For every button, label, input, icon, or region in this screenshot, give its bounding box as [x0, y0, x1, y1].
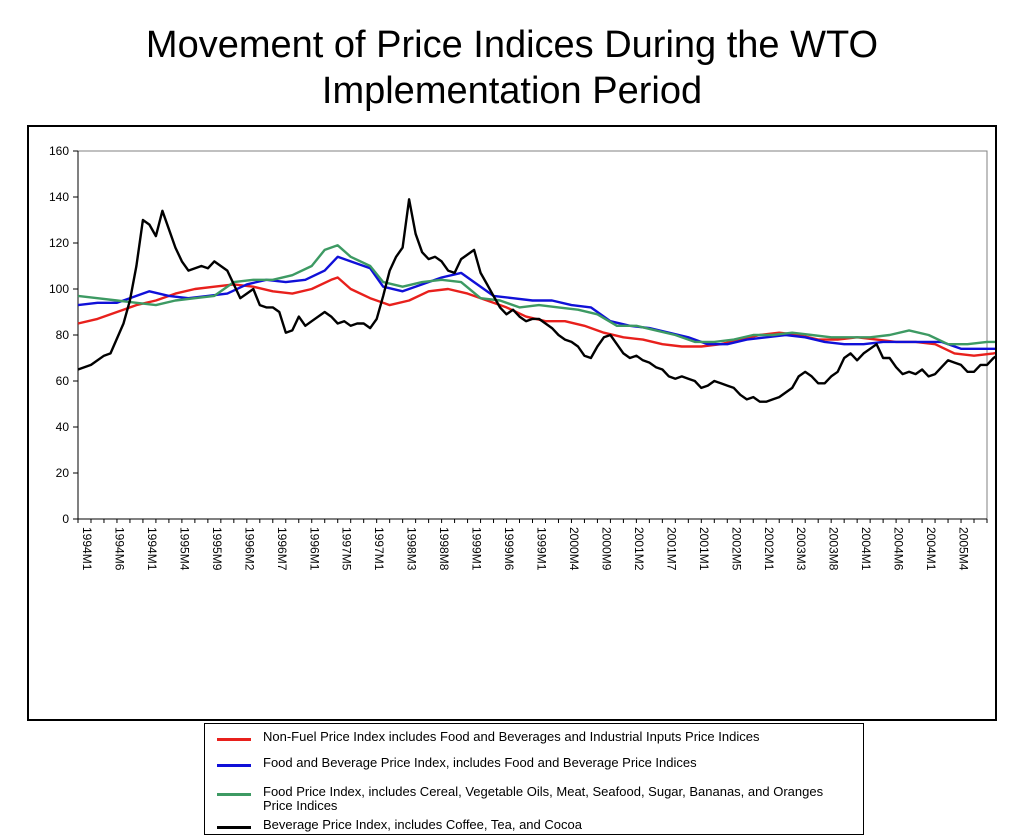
- plot-area-border: [77, 150, 988, 520]
- x-tick-label: 2000M4: [567, 527, 581, 571]
- slide-title: Movement of Price Indices During the WTO…: [0, 22, 1024, 114]
- slide-title-line-1: Movement of Price Indices During the WTO: [145, 24, 879, 66]
- x-tick-label: 1994M1: [145, 527, 159, 571]
- x-tick-label: 2004M1: [859, 527, 873, 571]
- y-tick-label: 100: [49, 282, 69, 296]
- x-tick-label: 2003M8: [827, 527, 841, 571]
- x-tick-label: 1999M6: [502, 527, 516, 571]
- legend-label: Food and Beverage Price Index, includes …: [263, 755, 697, 770]
- legend-label: Beverage Price Index, includes Coffee, T…: [263, 817, 582, 832]
- x-tick-label: 1996M2: [242, 527, 256, 571]
- x-tick-label: 1996M7: [275, 527, 289, 571]
- legend-item: Non-Fuel Price Index includes Food and B…: [205, 730, 855, 750]
- y-tick-label: 120: [49, 236, 69, 250]
- series-line-3: [77, 244, 995, 346]
- line-chart: 0 20 40 60 80 100 120 140 160 1994M1 1994M6 1994M1 1…: [49, 144, 995, 571]
- x-tick-label: 2002M5: [729, 527, 743, 571]
- x-tick-label: 1997M1: [372, 527, 386, 571]
- x-tick-label: 1998M8: [437, 527, 451, 571]
- legend-swatch: [217, 738, 251, 741]
- x-tick-label: 1994M6: [112, 527, 126, 571]
- x-tick-label: 1994M1: [80, 527, 94, 571]
- legend-item: Food and Beverage Price Index, includes …: [205, 756, 855, 776]
- chart-frame: 0 20 40 60 80 100 120 140 160 1994M1 1994M6 1994M1 1…: [27, 125, 997, 835]
- series-line-1: [77, 276, 995, 357]
- legend-label: Food Price Index, includes Cereal, Veget…: [263, 784, 824, 813]
- x-tick-label: 2005M4: [957, 527, 971, 571]
- x-tick-label: 2001M7: [664, 527, 678, 571]
- legend-swatch: [217, 764, 251, 767]
- x-tick-label: 2001M1: [697, 527, 711, 571]
- x-tick-label: 2002M1: [762, 527, 776, 571]
- x-tick-label: 1999M1: [535, 527, 549, 571]
- legend-item: Beverage Price Index, includes Coffee, T…: [205, 818, 855, 838]
- x-tick-label: 2004M6: [892, 527, 906, 571]
- series-line-2: [77, 255, 995, 350]
- y-tick-label: 0: [62, 512, 69, 526]
- chart-legend: Non-Fuel Price Index includes Food and B…: [204, 723, 864, 835]
- y-tick-label: 20: [56, 466, 70, 480]
- series-line-4: [77, 198, 995, 403]
- legend-swatch: [217, 793, 251, 796]
- x-tick-label: 2003M3: [794, 527, 808, 571]
- x-tick-label: 1995M4: [177, 527, 191, 571]
- y-tick-label: 80: [56, 328, 70, 342]
- legend-swatch: [217, 826, 251, 829]
- x-tick-label: 1999M1: [470, 527, 484, 571]
- y-tick-label: 140: [49, 190, 69, 204]
- y-tick-label: 160: [49, 144, 69, 158]
- x-tick-label: 1997M5: [340, 527, 354, 571]
- y-tick-label: 40: [56, 420, 70, 434]
- y-tick-label: 60: [56, 374, 70, 388]
- legend-label: Non-Fuel Price Index includes Food and B…: [263, 729, 760, 744]
- slide-title-line-2: Implementation Period: [321, 70, 703, 112]
- x-tick-label: 2000M9: [599, 527, 613, 571]
- x-tick-label: 2004M1: [924, 527, 938, 571]
- legend-item: Food Price Index, includes Cereal, Veget…: [205, 785, 855, 813]
- x-tick-label: 2001M2: [632, 527, 646, 571]
- x-tick-label: 1998M3: [405, 527, 419, 571]
- x-tick-label: 1995M9: [210, 527, 224, 571]
- x-tick-label: 1996M1: [307, 527, 321, 571]
